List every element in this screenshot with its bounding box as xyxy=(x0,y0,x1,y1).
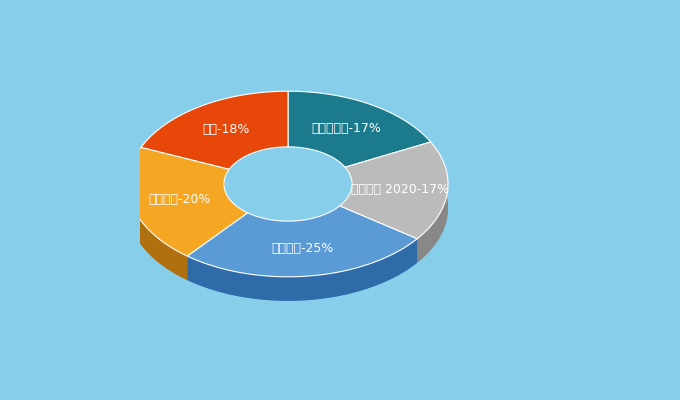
Text: タピオカ-20%: タピオカ-20% xyxy=(148,193,211,206)
Polygon shape xyxy=(339,179,352,230)
Polygon shape xyxy=(128,171,188,280)
Polygon shape xyxy=(188,206,417,277)
Text: お盆休み-25%: お盆休み-25% xyxy=(271,242,334,255)
Polygon shape xyxy=(248,206,339,245)
Polygon shape xyxy=(128,195,248,280)
Polygon shape xyxy=(141,91,288,169)
Polygon shape xyxy=(339,142,448,239)
Polygon shape xyxy=(188,230,417,301)
Text: お盆休み 2020-17%: お盆休み 2020-17% xyxy=(351,183,449,196)
Text: 台湾-18%: 台湾-18% xyxy=(203,123,250,136)
Polygon shape xyxy=(128,148,248,256)
Text: 夏用マスク-17%: 夏用マスク-17% xyxy=(311,122,381,135)
Polygon shape xyxy=(339,194,448,263)
Polygon shape xyxy=(224,179,248,237)
Polygon shape xyxy=(417,170,448,263)
Polygon shape xyxy=(188,239,417,301)
Polygon shape xyxy=(288,91,430,167)
